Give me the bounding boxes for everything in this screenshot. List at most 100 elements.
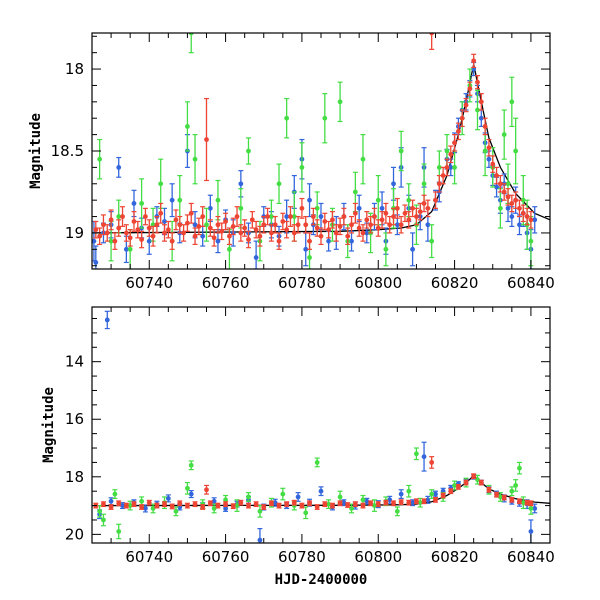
top-data-point — [471, 53, 477, 69]
bottom-marker — [234, 503, 240, 508]
bottom-marker — [478, 480, 484, 485]
bottom-marker — [188, 491, 194, 497]
bottom-marker — [314, 504, 320, 510]
top-marker — [360, 230, 366, 236]
top-data-point — [112, 232, 118, 250]
bottom-marker — [406, 500, 412, 506]
bottom-data-point — [429, 456, 435, 469]
top-data-point — [436, 174, 442, 193]
bottom-marker — [143, 506, 148, 511]
top-data-point — [249, 211, 255, 229]
top-data-point — [238, 224, 244, 242]
top-marker — [276, 181, 282, 187]
x-axis-label: HJD-2400000 — [275, 572, 368, 588]
top-marker — [349, 222, 354, 228]
top-marker — [421, 201, 427, 206]
top-marker — [307, 255, 312, 260]
bottom-data-point — [108, 504, 114, 510]
top-x-tick-label: 60740 — [125, 274, 173, 292]
top-data-point — [478, 93, 484, 111]
bottom-marker — [101, 501, 106, 507]
top-data-point — [169, 232, 175, 250]
bottom-data-point — [215, 502, 221, 509]
bottom-marker — [223, 497, 228, 503]
bottom-data-point — [276, 502, 282, 509]
top-marker — [314, 225, 320, 231]
bottom-marker — [131, 501, 137, 507]
bottom-data-point — [421, 441, 427, 472]
top-marker — [165, 227, 171, 233]
top-data-point — [223, 212, 229, 231]
bottom-data-point — [162, 501, 168, 508]
top-marker — [501, 132, 507, 138]
bottom-marker — [417, 500, 423, 506]
top-marker — [383, 246, 389, 252]
bottom-marker — [177, 500, 183, 506]
top-marker — [204, 137, 209, 142]
top-marker — [486, 156, 492, 162]
top-marker — [341, 214, 347, 219]
top-marker — [139, 201, 145, 206]
bottom-data-point — [268, 500, 274, 507]
top-marker — [139, 237, 145, 242]
bottom-marker — [528, 500, 534, 506]
bottom-marker — [188, 462, 194, 468]
bottom-data-point — [413, 447, 419, 461]
top-data-point — [364, 211, 370, 229]
bottom-marker — [421, 498, 427, 504]
top-marker — [288, 214, 293, 219]
top-marker — [169, 197, 175, 203]
top-marker — [394, 205, 400, 211]
bottom-marker — [406, 488, 412, 494]
top-marker — [249, 217, 255, 223]
bottom-data-point — [486, 486, 492, 493]
bottom-data-point — [391, 500, 397, 507]
top-marker — [97, 156, 103, 162]
top-marker — [505, 181, 511, 187]
bottom-marker — [330, 503, 335, 508]
bottom-marker — [528, 506, 534, 511]
bottom-data-point — [223, 501, 229, 508]
top-marker — [207, 205, 213, 211]
top-marker — [200, 233, 206, 239]
top-data-point — [173, 209, 179, 231]
top-marker — [406, 217, 412, 223]
top-marker — [425, 222, 431, 228]
top-marker — [349, 238, 354, 244]
bottom-marker — [211, 498, 217, 504]
top-marker — [127, 246, 133, 252]
top-marker — [215, 222, 221, 228]
top-marker — [299, 205, 305, 211]
top-marker — [406, 197, 412, 203]
bottom-x-tick-label: 60760 — [202, 548, 250, 566]
top-data-point — [383, 232, 389, 267]
top-data-point — [154, 215, 160, 234]
top-data-point — [272, 215, 278, 234]
top-data-point — [394, 197, 400, 219]
bottom-data-point — [291, 499, 297, 506]
bottom-marker — [246, 503, 251, 508]
top-data-point — [139, 230, 145, 249]
top-data-point — [455, 122, 461, 141]
top-data-point — [371, 207, 377, 226]
top-marker — [238, 230, 244, 236]
top-data-point — [242, 219, 248, 237]
top-data-point — [142, 207, 148, 226]
bottom-marker — [471, 473, 477, 479]
top-data-point — [467, 81, 473, 96]
top-marker — [490, 161, 496, 167]
top-marker — [398, 148, 404, 154]
top-marker — [310, 214, 316, 219]
top-marker — [509, 214, 515, 219]
bottom-marker — [509, 488, 515, 494]
top-marker — [467, 86, 473, 92]
top-data-point — [482, 117, 488, 136]
top-data-point — [501, 109, 507, 160]
top-marker — [284, 214, 290, 219]
top-marker — [494, 173, 499, 178]
top-data-point — [177, 215, 183, 234]
bottom-marker — [116, 500, 122, 506]
top-data-point — [356, 219, 362, 237]
bottom-data-point — [116, 523, 122, 540]
bottom-data-point — [345, 502, 351, 508]
